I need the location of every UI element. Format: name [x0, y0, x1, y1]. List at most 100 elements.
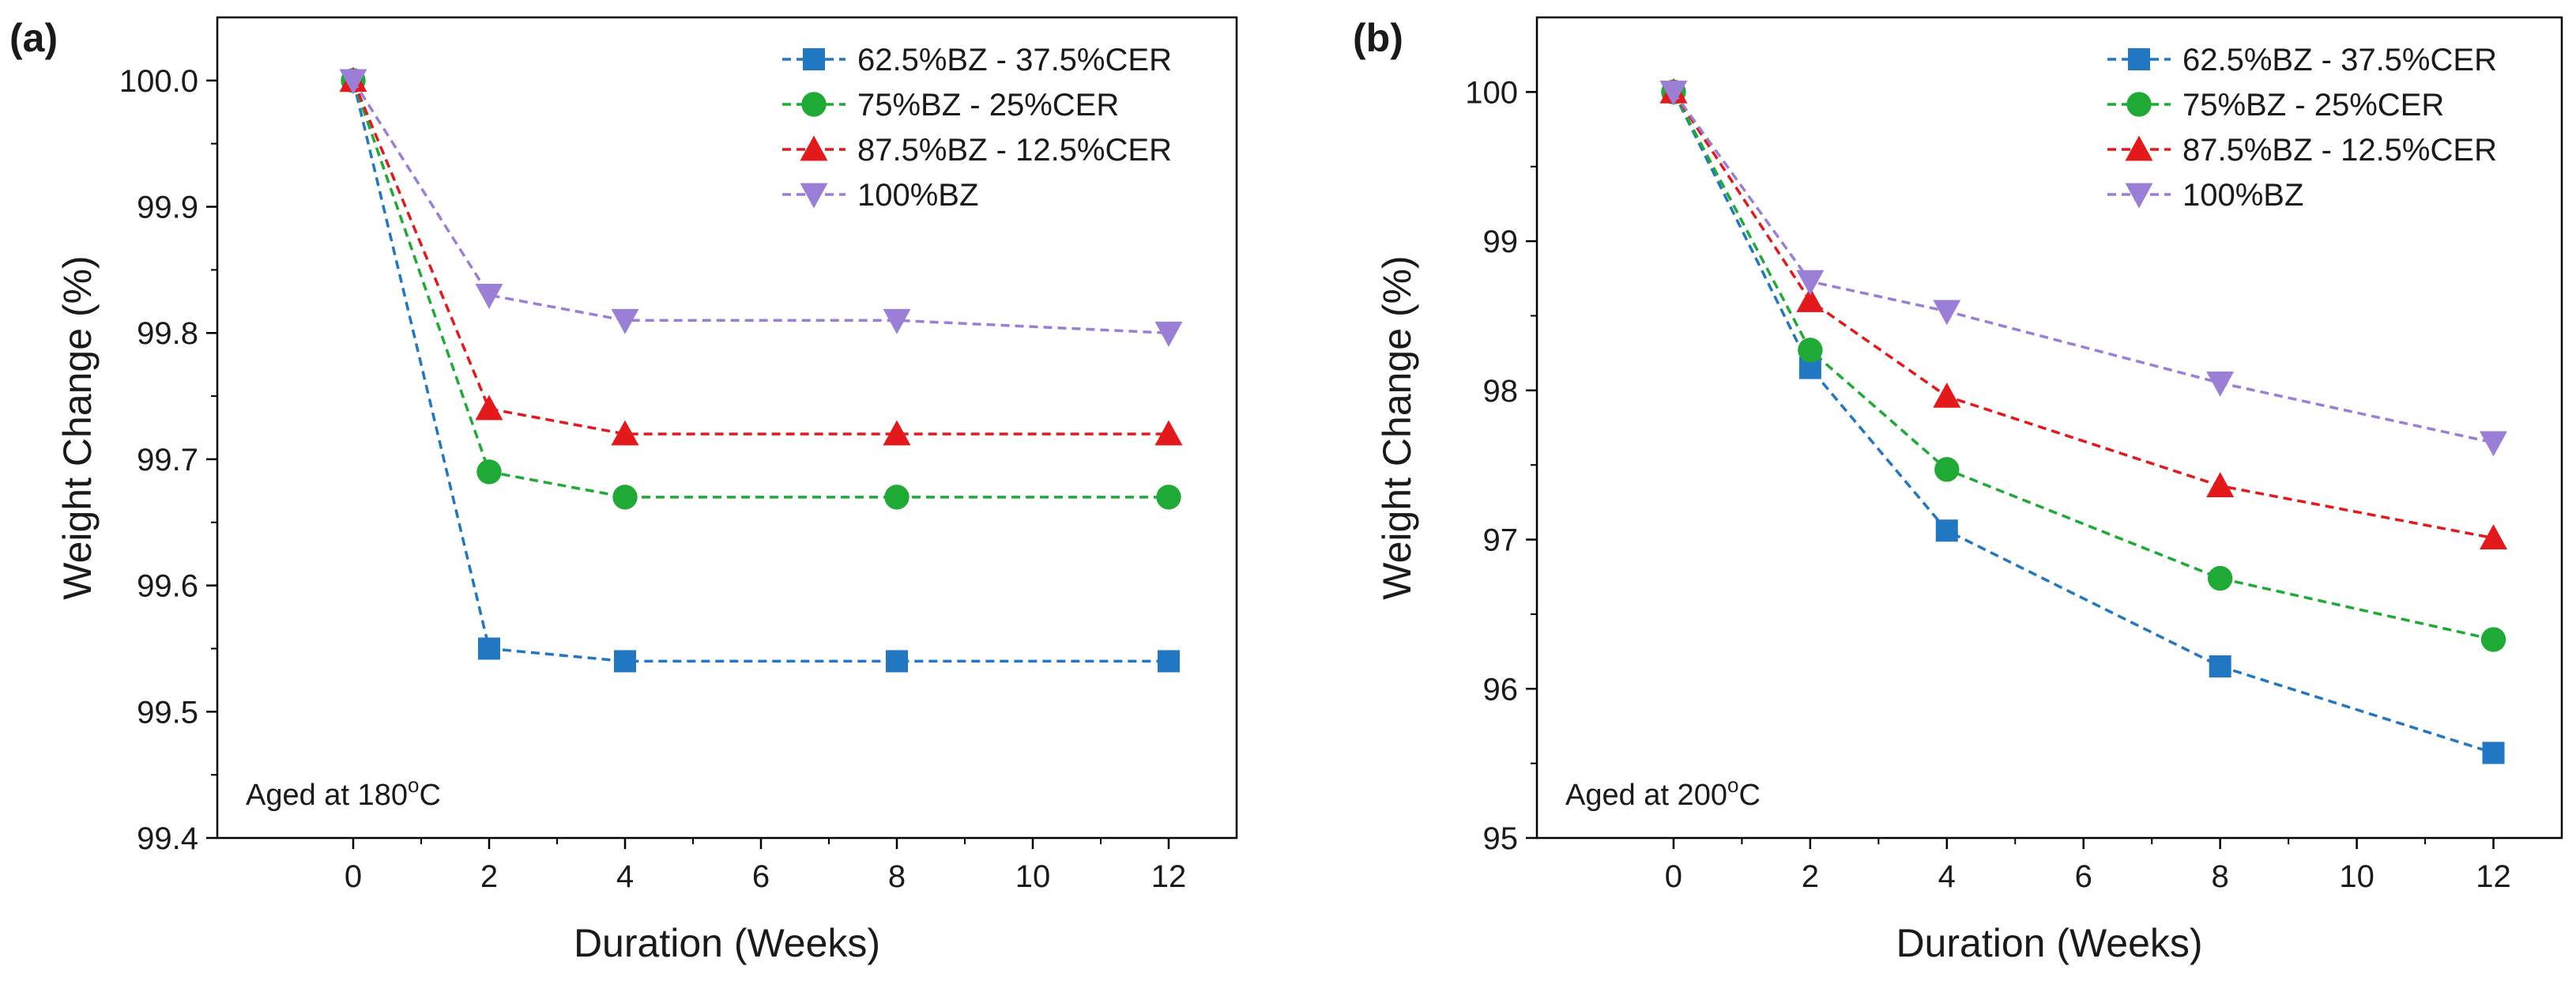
data-point-s1-4: [2482, 742, 2505, 764]
annotation-unit: C: [419, 779, 440, 812]
x-tick-label: 10: [2339, 859, 2375, 894]
x-tick-label: 10: [1015, 859, 1051, 894]
x-tick-label: 0: [345, 859, 362, 894]
data-point-s3-4: [1154, 420, 1183, 446]
y-tick-label: 99.6: [137, 569, 198, 604]
legend-marker-2: [2126, 92, 2152, 117]
data-point-s4-4: [1154, 321, 1183, 347]
y-tick-label: 99.4: [137, 821, 198, 856]
data-point-s2-2: [1934, 457, 1960, 482]
x-tick-label: 2: [1802, 859, 1819, 894]
legend-marker-2: [801, 92, 827, 117]
data-point-s2-1: [476, 459, 502, 485]
legend-marker-3: [800, 135, 828, 161]
data-point-s2-1: [1798, 338, 1823, 363]
y-tick-label: 99: [1483, 225, 1519, 259]
chart-panel-a: 0 2 4 6 8 10 12 99.4 99.5 99.6 99.7 99.8 99.9 100.0 Du…: [9, 16, 1238, 965]
data-point-s3-3: [883, 420, 911, 446]
data-point-s1-3: [2209, 655, 2231, 677]
x-axis-label: Duration (Weeks): [1896, 921, 2202, 965]
data-point-s3-1: [475, 394, 503, 421]
x-tick-label: 6: [2075, 859, 2092, 894]
data-point-s4-1: [475, 283, 503, 309]
legend-label-1: 62.5%BZ - 37.5%CER: [2182, 43, 2497, 77]
data-point-s2-3: [2207, 565, 2233, 591]
data-point-s2-4: [1156, 485, 1181, 510]
data-point-s4-0: [339, 69, 367, 95]
data-point-s3-2: [1933, 382, 1961, 408]
x-tick-label: 12: [1151, 859, 1187, 894]
y-tick-label: 95: [1483, 821, 1519, 856]
y-tick-label: 99.7: [137, 443, 198, 477]
data-point-s4-2: [611, 308, 639, 334]
annotation-superscript: o: [408, 773, 419, 797]
data-point-s3-1: [1796, 287, 1825, 312]
y-tick-label: 100: [1465, 75, 1518, 110]
legend-label-2: 75%BZ - 25%CER: [2182, 88, 2444, 123]
data-point-s4-3: [2206, 372, 2235, 397]
data-point-s3-3: [2206, 472, 2235, 497]
data-point-s3-4: [2480, 524, 2508, 550]
data-point-s1-1: [478, 637, 500, 660]
data-point-s2-4: [2480, 627, 2506, 652]
x-tick-label: 6: [752, 859, 770, 894]
series-line-3: [352, 80, 1169, 436]
data-point-s1-2: [614, 650, 636, 673]
data-point-s4-2: [1933, 300, 1961, 326]
aging-annotation: Aged at 180oC: [246, 773, 441, 812]
panel-label: (b): [1353, 16, 1403, 60]
y-tick-label: 100.0: [119, 64, 198, 99]
y-tick-label: 99.5: [137, 695, 198, 730]
x-tick-label: 12: [2476, 859, 2511, 894]
y-tick-label: 97: [1483, 523, 1519, 558]
series-line-2: [352, 80, 1169, 499]
x-tick-label: 4: [1938, 859, 1956, 894]
data-point-s4-3: [883, 308, 911, 334]
plot-frame: [216, 16, 1238, 840]
legend-label-4: 100%BZ: [857, 178, 978, 213]
legend-label-3: 87.5%BZ - 12.5%CER: [857, 133, 1172, 168]
annotation-superscript: o: [1727, 773, 1738, 797]
x-tick-label: 8: [2212, 859, 2229, 894]
y-tick-label: 99.9: [137, 191, 198, 225]
plot-frame: [1535, 16, 2563, 840]
legend-marker-4: [2125, 183, 2153, 209]
legend-marker-4: [800, 183, 828, 209]
legend-label-4: 100%BZ: [2182, 178, 2303, 213]
data-point-s3-2: [611, 420, 639, 446]
chart-panel-b: 0 2 4 6 8 10 12 95 96 97 98 99 100 Duration (Weeks) We…: [1353, 16, 2563, 965]
x-tick-label: 8: [888, 859, 906, 894]
aging-annotation: Aged at 200oC: [1565, 773, 1761, 812]
legend-label-1: 62.5%BZ - 37.5%CER: [857, 43, 1172, 77]
data-point-s4-0: [1659, 81, 1688, 106]
legend-marker-1: [803, 48, 825, 70]
data-point-s1-2: [1935, 519, 1958, 542]
data-point-s1-3: [886, 650, 908, 673]
x-tick-label: 4: [616, 859, 634, 894]
x-axis-label: Duration (Weeks): [574, 921, 880, 965]
annotation-text: Aged at 180: [246, 779, 408, 812]
x-tick-label: 2: [480, 859, 498, 894]
y-tick-label: 98: [1483, 374, 1519, 409]
legend-marker-3: [2125, 135, 2153, 161]
y-axis-label: Weight Change (%): [55, 255, 100, 599]
y-tick-label: 96: [1483, 672, 1519, 707]
y-axis-label: Weight Change (%): [1375, 255, 1419, 599]
legend-label-2: 75%BZ - 25%CER: [857, 88, 1119, 123]
series-line-1: [1672, 91, 2495, 755]
data-point-s4-4: [2480, 431, 2508, 457]
panel-label: (a): [9, 16, 58, 60]
y-tick-label: 99.8: [137, 316, 198, 351]
annotation-unit: C: [1738, 779, 1760, 812]
legend-marker-1: [2128, 48, 2150, 70]
series-line-2: [1672, 91, 2494, 641]
data-point-s1-4: [1158, 650, 1180, 673]
annotation-text: Aged at 200: [1565, 779, 1727, 812]
x-tick-label: 0: [1665, 859, 1682, 894]
data-point-s2-3: [884, 485, 910, 510]
series-line-1: [352, 80, 1169, 663]
data-point-s2-2: [612, 485, 638, 510]
legend-label-3: 87.5%BZ - 12.5%CER: [2182, 133, 2497, 168]
